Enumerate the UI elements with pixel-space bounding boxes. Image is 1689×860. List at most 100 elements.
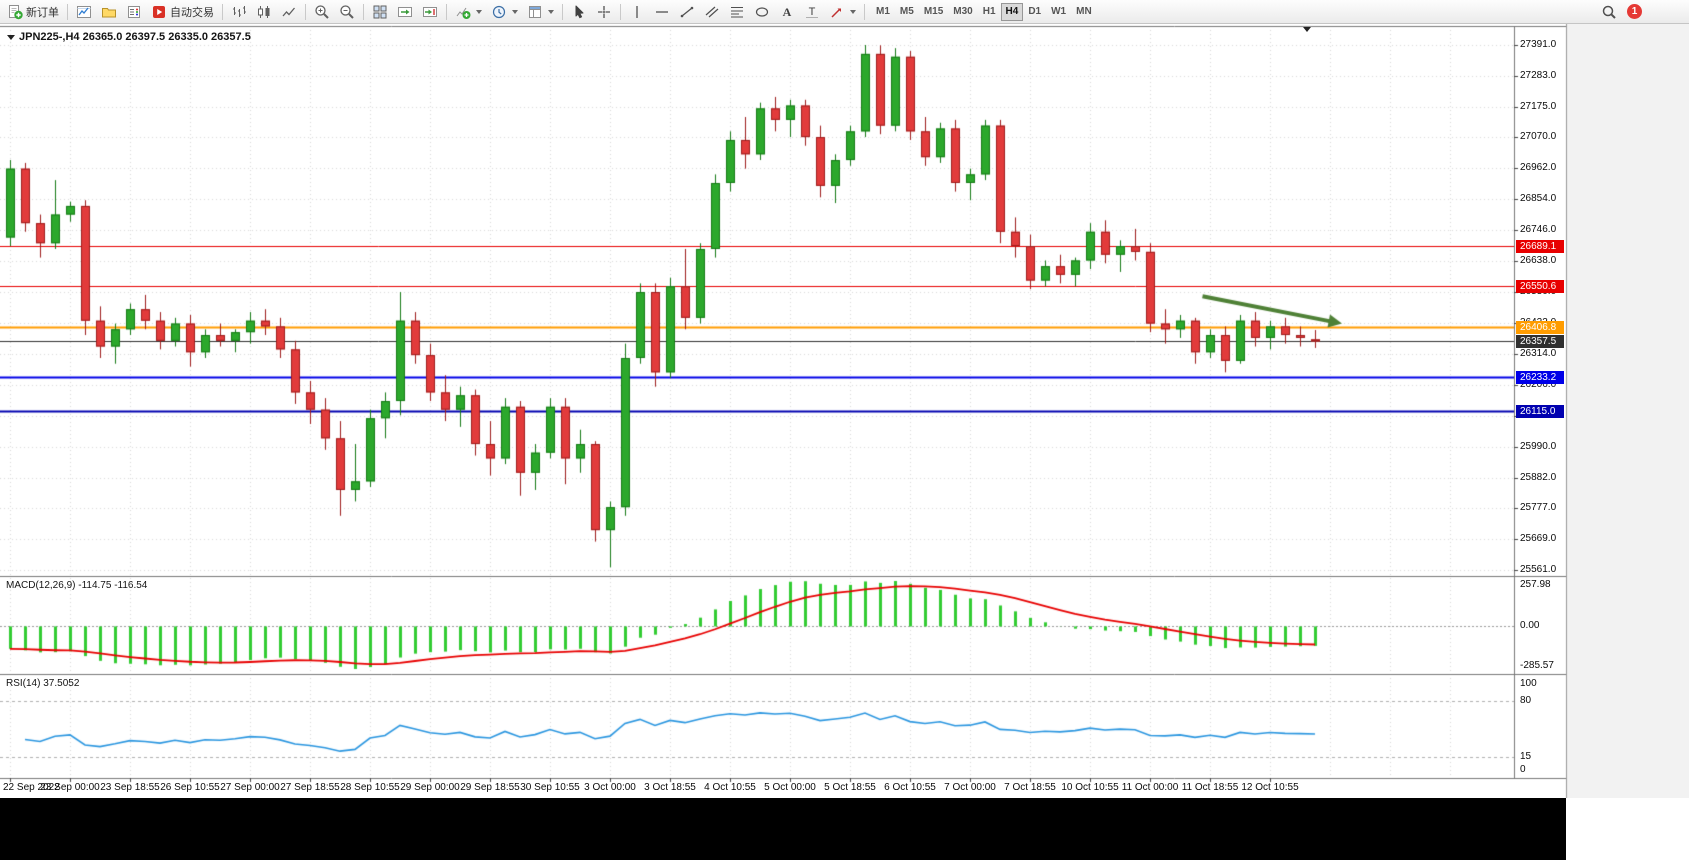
timeframe-button-m1[interactable]: M1 <box>871 3 895 21</box>
tile-windows-button[interactable] <box>368 2 392 22</box>
time-axis-label: 11 Oct 18:55 <box>1181 782 1239 793</box>
line-chart-button[interactable] <box>277 2 301 22</box>
dropdown-caret-icon <box>512 9 518 14</box>
macd-indicator-label: MACD(12,26,9) -114.75 -116.54 <box>6 580 148 591</box>
separator <box>222 3 223 20</box>
price-axis-label: 26962.0 <box>1520 162 1557 174</box>
time-axis[interactable]: 22 Sep 2022 23 Sep 00:00 23 Sep 18:55 26 Se… <box>0 778 1514 798</box>
timeframe-button-m30[interactable]: M30 <box>948 3 977 21</box>
dropdown-caret-icon <box>548 9 554 14</box>
search-icon <box>1602 5 1616 19</box>
chart-shift-button[interactable] <box>418 2 442 22</box>
rsi-panel[interactable] <box>0 674 1514 778</box>
search-button[interactable] <box>1597 2 1621 22</box>
tile-windows-icon <box>373 5 387 18</box>
time-axis-label: 10 Oct 10:55 <box>1061 782 1119 793</box>
price-axis-label: 25882.0 <box>1520 471 1557 483</box>
auto-trading-button[interactable]: 自动交易 <box>147 2 218 22</box>
timeframe-button-d1[interactable]: D1 <box>1023 3 1046 21</box>
bar-chart-button[interactable] <box>227 2 251 22</box>
fibonacci-button[interactable] <box>725 2 749 22</box>
label-button[interactable]: T <box>800 2 824 22</box>
timeframe-button-h1[interactable]: H1 <box>978 3 1001 21</box>
vertical-line-button[interactable] <box>625 2 649 22</box>
zoom-in-button[interactable] <box>310 2 334 22</box>
cursor-button[interactable] <box>567 2 591 22</box>
toolbar: 新订单 自动交易 A T <box>0 0 1689 24</box>
auto-scroll-button[interactable] <box>393 2 417 22</box>
time-axis-label: 7 Oct 18:55 <box>1004 782 1056 793</box>
crosshair-button[interactable] <box>592 2 616 22</box>
market-watch-button[interactable] <box>122 2 146 22</box>
text-button[interactable]: A <box>775 2 799 22</box>
price-axis-label: 26854.0 <box>1520 193 1557 205</box>
cursor-icon <box>575 5 584 18</box>
arrows-icon <box>831 7 841 18</box>
main-chart-panel[interactable] <box>0 26 1514 576</box>
new-order-icon <box>9 4 23 19</box>
price-axis-label: 25561.0 <box>1520 564 1557 575</box>
rsi-axis-label: 100 <box>1520 678 1537 689</box>
price-badge: 26357.5 <box>1516 334 1564 348</box>
price-axis-label: 26638.0 <box>1520 255 1557 267</box>
rsi-axis-label: 15 <box>1520 751 1532 763</box>
timeframe-button-h4[interactable]: H4 <box>1000 2 1024 21</box>
price-axis-label: 26206.0 <box>1520 378 1557 390</box>
indicators-button[interactable] <box>451 2 486 22</box>
channel-button[interactable] <box>700 2 724 22</box>
bottom-bar <box>0 798 1566 860</box>
price-badge: 26233.2 <box>1516 370 1564 384</box>
profiles-button[interactable] <box>97 2 121 22</box>
time-axis-label: 6 Oct 10:55 <box>884 782 936 793</box>
chart-canvas[interactable] <box>0 24 1689 798</box>
shapes-button[interactable] <box>750 2 774 22</box>
market-watch-icon <box>128 5 140 18</box>
line-chart-icon <box>282 7 295 16</box>
chart-shift-icon <box>423 6 437 17</box>
new-order-button[interactable]: 新订单 <box>3 2 63 22</box>
zoom-out-button[interactable] <box>335 2 359 22</box>
zoom-in-icon <box>315 4 329 19</box>
price-axis-label: 26746.0 <box>1520 224 1557 236</box>
timeframe-button-m5[interactable]: M5 <box>895 3 919 21</box>
separator <box>305 3 306 20</box>
price-axis-label: 26314.0 <box>1520 347 1557 359</box>
candlestick-chart-button[interactable] <box>252 2 276 22</box>
separator <box>620 3 621 20</box>
arrows-button[interactable] <box>825 2 860 22</box>
time-axis-label: 27 Sep 18:55 <box>280 782 340 793</box>
text-icon: A <box>783 5 792 19</box>
trendline-button[interactable] <box>675 2 699 22</box>
indicators-icon <box>456 7 471 19</box>
timeframe-button-w1[interactable]: W1 <box>1046 3 1071 21</box>
time-axis-label: 5 Oct 18:55 <box>824 782 876 793</box>
chart-title: JPN225-,H4 26365.0 26397.5 26335.0 26357… <box>7 31 251 43</box>
macd-panel[interactable] <box>0 576 1514 674</box>
chart-dropdown-triangle-icon[interactable] <box>1303 27 1311 32</box>
price-axis-label: 25777.0 <box>1520 502 1557 514</box>
periods-icon <box>492 5 506 18</box>
price-axis-label: 27175.0 <box>1520 100 1557 112</box>
fibonacci-icon <box>731 6 743 17</box>
templates-button[interactable] <box>523 2 558 22</box>
crosshair-icon <box>598 5 610 18</box>
bar-chart-icon <box>233 5 246 17</box>
time-axis-label: 12 Oct 10:55 <box>1241 782 1299 793</box>
timeframe-button-mn[interactable]: MN <box>1071 3 1097 21</box>
notification-badge[interactable]: 1 <box>1627 4 1642 19</box>
periods-button[interactable] <box>487 2 522 22</box>
auto-scroll-icon <box>398 6 412 17</box>
svg-text:A: A <box>783 5 792 19</box>
timeframe-button-m15[interactable]: M15 <box>919 3 948 21</box>
time-axis-label: 30 Sep 10:55 <box>520 782 580 793</box>
price-badge: 26115.0 <box>1516 404 1564 418</box>
chart-menu-triangle-icon[interactable] <box>7 34 15 40</box>
macd-axis-label: -285.57 <box>1520 660 1554 671</box>
time-axis-label: 3 Oct 00:00 <box>584 782 636 793</box>
macd-axis-label: 0.00 <box>1520 620 1540 632</box>
horizontal-line-button[interactable] <box>650 2 674 22</box>
charts-button[interactable] <box>72 2 96 22</box>
separator <box>363 3 364 20</box>
price-axis[interactable]: 27391.0 27283.0 27175.0 27070.0 26962.0 26854… <box>1514 24 1689 778</box>
trendline-icon <box>680 6 694 17</box>
